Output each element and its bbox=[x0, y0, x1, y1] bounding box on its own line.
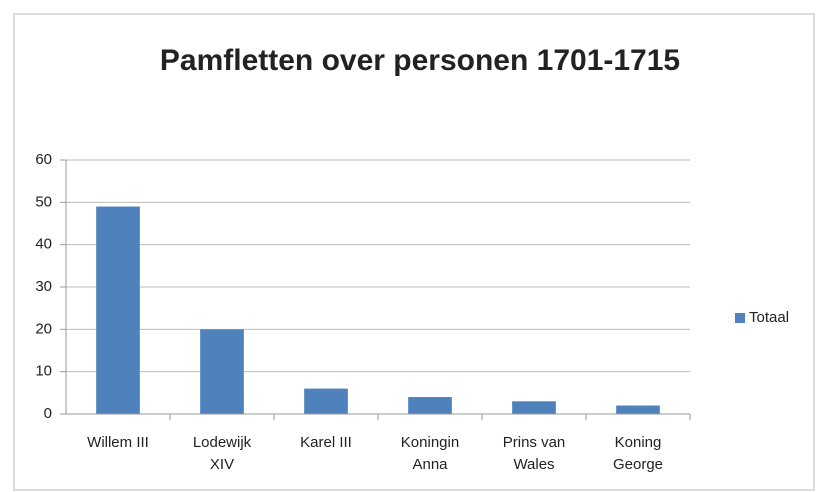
x-tick-label: Koningin Anna bbox=[400, 434, 460, 473]
y-tick-label: 20 bbox=[35, 320, 52, 337]
y-tick-label: 30 bbox=[35, 278, 52, 295]
x-tick-label: Koning George bbox=[612, 434, 664, 473]
bar bbox=[616, 405, 660, 414]
bar bbox=[408, 397, 452, 414]
y-tick-label: 10 bbox=[35, 363, 52, 380]
x-tick-label: Lodewijk XIV bbox=[192, 434, 252, 473]
bar bbox=[304, 388, 348, 414]
legend-label: Totaal bbox=[749, 309, 789, 326]
y-tick-label: 60 bbox=[35, 151, 52, 168]
y-tick-label: 0 bbox=[44, 405, 52, 422]
x-tick-label: Prins van Wales bbox=[502, 434, 566, 473]
y-tick-label: 40 bbox=[35, 236, 52, 253]
bar bbox=[200, 329, 244, 414]
x-tick-label: Karel III bbox=[300, 434, 352, 451]
x-tick-label: Willem III bbox=[87, 434, 149, 451]
chart-title: Pamfletten over personen 1701-1715 bbox=[160, 44, 680, 77]
bar bbox=[512, 401, 556, 414]
bar bbox=[96, 206, 140, 414]
y-tick-label: 50 bbox=[35, 193, 52, 210]
legend-swatch bbox=[735, 313, 745, 323]
